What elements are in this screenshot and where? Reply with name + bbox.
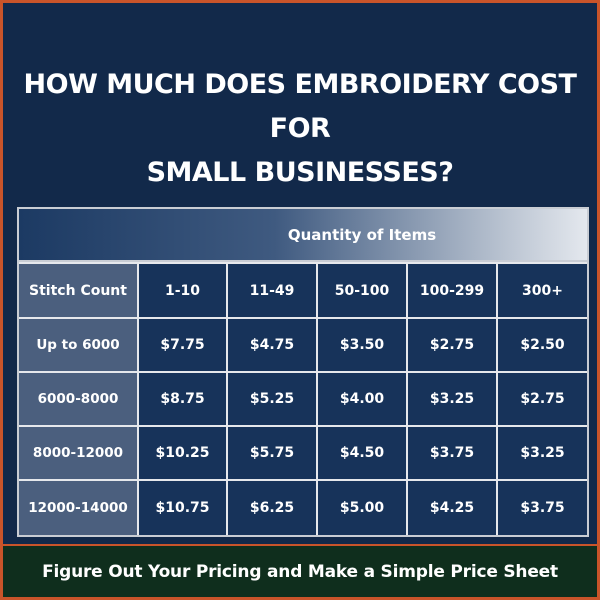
price-cell: $2.75	[498, 373, 587, 425]
row-label-12000-14000: 12000-14000	[19, 481, 137, 535]
quantity-header-label: Quantity of Items	[287, 226, 437, 244]
column-header-100-299: 100-299	[408, 264, 496, 317]
price-cell: $5.00	[318, 481, 406, 535]
column-header-300-plus: 300+	[498, 264, 587, 317]
column-header-1-10: 1-10	[139, 264, 226, 317]
title-line-1: HOW MUCH DOES EMBROIDERY COST FOR	[23, 69, 577, 144]
price-cell: $3.25	[498, 427, 587, 479]
title-line-2: SMALL BUSINESSES?	[146, 157, 454, 188]
row-label-6000-8000: 6000-8000	[19, 373, 137, 425]
price-cell: $3.25	[408, 373, 496, 425]
price-table: Quantity of Items Stitch Count 1-10 11-4…	[17, 207, 589, 537]
footer-caption: Figure Out Your Pricing and Make a Simpl…	[3, 544, 597, 597]
price-cell: $10.25	[139, 427, 226, 479]
row-label-8000-12000: 8000-12000	[19, 427, 137, 479]
price-cell: $3.75	[498, 481, 587, 535]
price-cell: $3.75	[408, 427, 496, 479]
column-header-50-100: 50-100	[318, 264, 406, 317]
price-cell: $2.75	[408, 319, 496, 371]
price-cell: $5.75	[228, 427, 316, 479]
price-cell: $4.25	[408, 481, 496, 535]
price-cell: $4.50	[318, 427, 406, 479]
price-cell: $10.75	[139, 481, 226, 535]
quantity-header: Quantity of Items	[19, 209, 587, 262]
stitch-count-header: Stitch Count	[19, 264, 137, 317]
price-cell: $2.50	[498, 319, 587, 371]
price-cell: $5.25	[228, 373, 316, 425]
price-cell: $6.25	[228, 481, 316, 535]
row-label-up-to-6000: Up to 6000	[19, 319, 137, 371]
price-cell: $3.50	[318, 319, 406, 371]
price-cell: $8.75	[139, 373, 226, 425]
column-header-11-49: 11-49	[228, 264, 316, 317]
price-cell: $7.75	[139, 319, 226, 371]
price-cell: $4.75	[228, 319, 316, 371]
price-cell: $4.00	[318, 373, 406, 425]
page-title: HOW MUCH DOES EMBROIDERY COST FOR SMALL …	[3, 63, 597, 195]
